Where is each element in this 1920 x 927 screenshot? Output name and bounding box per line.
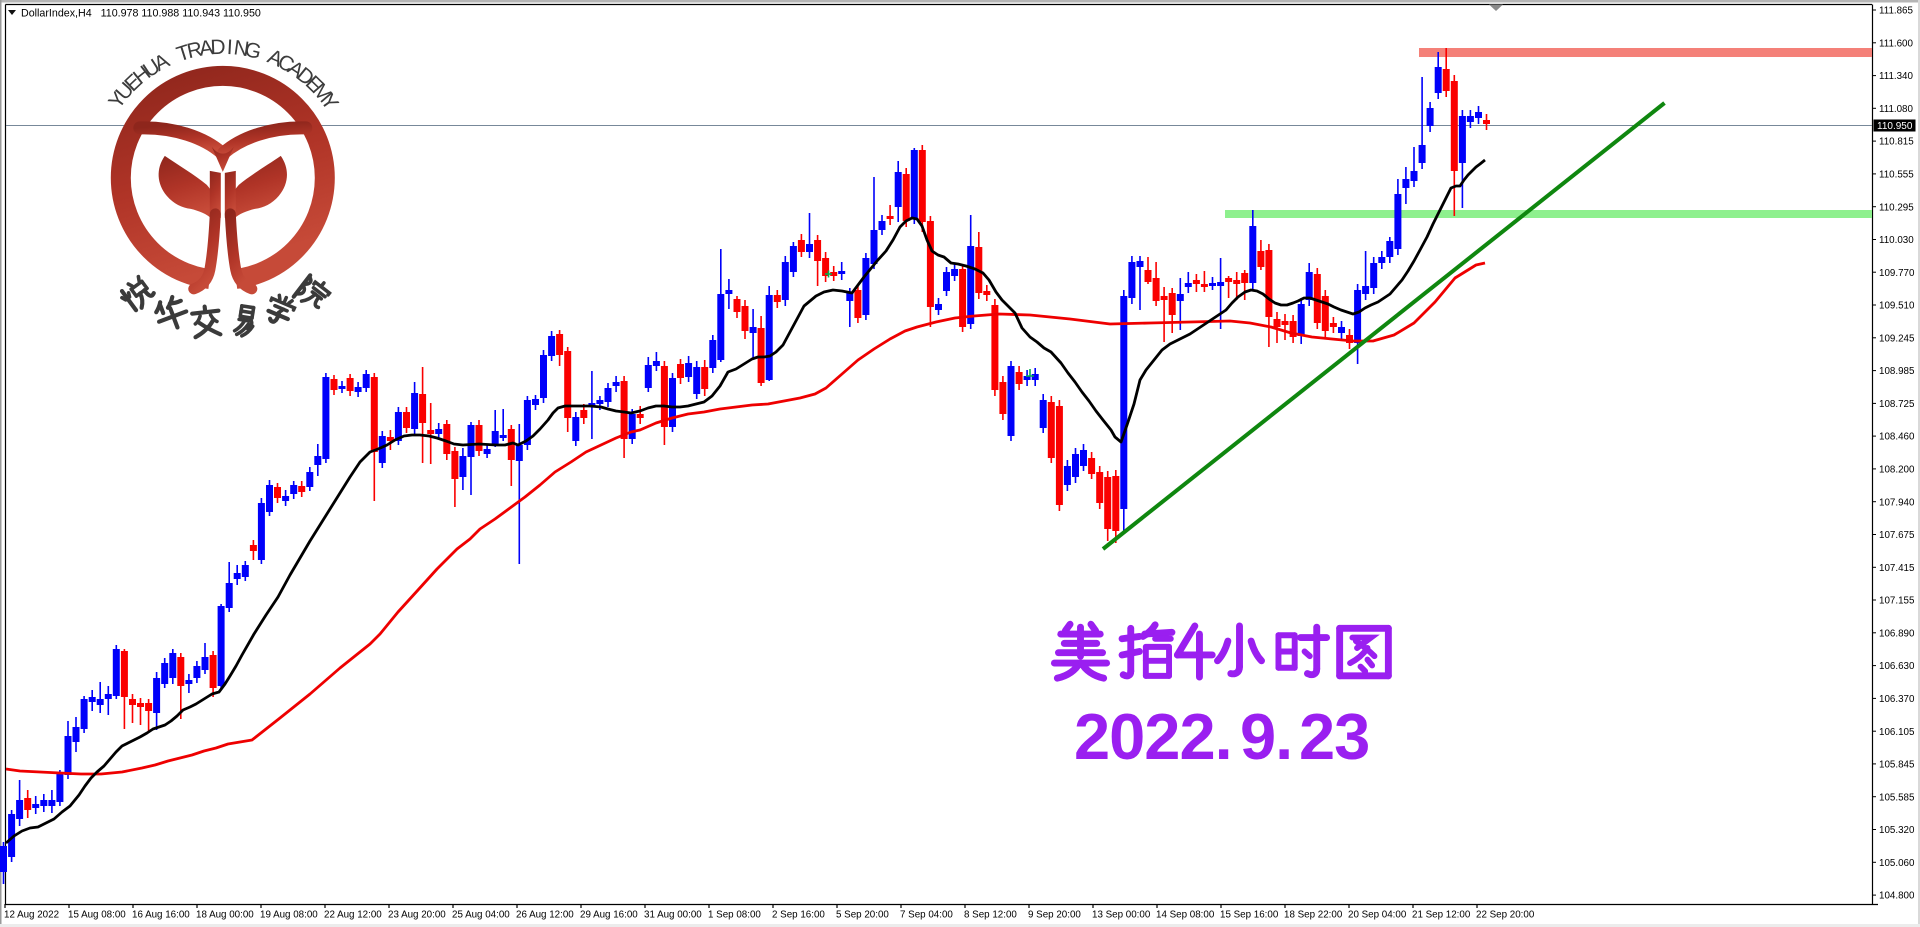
svg-text:18 Aug 00:00: 18 Aug 00:00 [196,910,254,921]
svg-text:1 Sep 08:00: 1 Sep 08:00 [708,910,761,921]
svg-text:107.940: 107.940 [1879,497,1915,508]
svg-text:7 Sep 04:00: 7 Sep 04:00 [900,910,953,921]
svg-text:15 Aug 08:00: 15 Aug 08:00 [68,910,126,921]
svg-text:16 Aug 16:00: 16 Aug 16:00 [132,910,190,921]
svg-text:25 Aug 04:00: 25 Aug 04:00 [452,910,510,921]
svg-text:22 Sep 20:00: 22 Sep 20:00 [1476,910,1535,921]
svg-text:A: A [198,36,215,61]
svg-text:DollarIndex,H4 110.978 110.9: DollarIndex,H4 110.978 110.988 110.943 1… [21,8,261,20]
svg-text:111.340: 111.340 [1879,71,1914,82]
svg-text:110.950: 110.950 [1877,121,1913,132]
svg-text:105.060: 105.060 [1879,858,1915,869]
svg-text:111.865: 111.865 [1879,6,1914,17]
svg-text:111.600: 111.600 [1879,38,1914,49]
svg-text:106.890: 106.890 [1879,628,1915,639]
svg-text:108.460: 108.460 [1879,432,1915,443]
svg-text:9.: 9. [1240,700,1292,773]
svg-text:106.370: 106.370 [1879,694,1915,705]
svg-text:29 Aug 16:00: 29 Aug 16:00 [580,910,638,921]
svg-text:110.815: 110.815 [1879,137,1914,148]
svg-text:19 Aug 08:00: 19 Aug 08:00 [260,910,318,921]
svg-text:109.770: 109.770 [1879,268,1915,279]
svg-text:104.800: 104.800 [1879,891,1915,902]
svg-text:R: R [185,38,205,64]
svg-text:18 Sep 22:00: 18 Sep 22:00 [1284,910,1343,921]
svg-text:105.320: 105.320 [1879,825,1915,836]
svg-text:G: G [242,38,263,64]
svg-text:N: N [232,36,250,61]
svg-text:14 Sep 08:00: 14 Sep 08:00 [1156,910,1215,921]
svg-text:23 Aug 20:00: 23 Aug 20:00 [388,910,446,921]
svg-text:107.675: 107.675 [1879,530,1915,541]
svg-text:109.245: 109.245 [1879,333,1915,344]
svg-text:109.510: 109.510 [1879,301,1915,312]
svg-text:107.155: 107.155 [1879,596,1915,607]
svg-text:23: 23 [1299,700,1369,773]
svg-text:106.630: 106.630 [1879,661,1915,672]
svg-text:21 Sep 12:00: 21 Sep 12:00 [1412,910,1471,921]
svg-text:111.080: 111.080 [1879,104,1914,115]
svg-text:20 Sep 04:00: 20 Sep 04:00 [1348,910,1407,921]
svg-text:108.725: 108.725 [1879,399,1915,410]
svg-text:12 Aug 2022: 12 Aug 2022 [4,910,59,921]
svg-text:105.845: 105.845 [1879,760,1915,771]
svg-text:26 Aug 12:00: 26 Aug 12:00 [516,910,574,921]
svg-text:I: I [226,36,233,59]
svg-text:110.030: 110.030 [1879,235,1914,246]
svg-text:106.105: 106.105 [1879,727,1915,738]
svg-text:8 Sep 12:00: 8 Sep 12:00 [964,910,1017,921]
svg-text:22 Aug 12:00: 22 Aug 12:00 [324,910,382,921]
svg-text:108.985: 108.985 [1879,366,1915,377]
svg-text:9 Sep 20:00: 9 Sep 20:00 [1028,910,1081,921]
svg-text:D: D [210,36,226,60]
svg-text:110.555: 110.555 [1879,170,1914,181]
svg-text:108.200: 108.200 [1879,465,1915,476]
svg-text:107.415: 107.415 [1879,563,1915,574]
svg-text:5 Sep 20:00: 5 Sep 20:00 [836,910,889,921]
svg-text:13 Sep 00:00: 13 Sep 00:00 [1092,910,1151,921]
svg-text:105.585: 105.585 [1879,792,1915,803]
svg-text:2022.: 2022. [1074,700,1232,773]
svg-text:2 Sep 16:00: 2 Sep 16:00 [772,910,825,921]
svg-text:15 Sep 16:00: 15 Sep 16:00 [1220,910,1279,921]
svg-text:110.295: 110.295 [1879,202,1914,213]
svg-text:31 Aug 00:00: 31 Aug 00:00 [644,910,702,921]
